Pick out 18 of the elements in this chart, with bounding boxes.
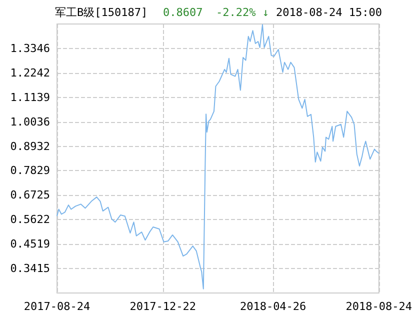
text: 0.8607 -2.22% ↓: [163, 6, 269, 19]
y-tick-label: 1.2242: [10, 66, 50, 80]
y-tick-label: 1.0036: [10, 115, 50, 128]
x-tick-label: 2018-08-24: [346, 300, 412, 313]
y-tick-label: 0.6725: [10, 188, 50, 202]
line-series: [56, 24, 380, 290]
y-tick-label: 0.8932: [10, 140, 50, 153]
y-tick-label: 1.1139: [10, 90, 50, 104]
x-tick-label: 2018-04-26: [240, 300, 306, 313]
x-tick-label: 2017-12-22: [130, 300, 196, 313]
y-tick-label: 0.5622: [10, 213, 50, 226]
y-tick-label: 0.3415: [10, 262, 50, 276]
y-tick-label: 0.7829: [10, 164, 50, 178]
chart-title: 军工B级[150187]: [55, 6, 148, 19]
y-tick-label: 1.3346: [10, 42, 50, 55]
y-tick-label: 0.4519: [10, 238, 50, 251]
text: 2018-08-24 15:00: [276, 6, 382, 19]
x-tick-label: 2017-08-24: [24, 300, 90, 313]
